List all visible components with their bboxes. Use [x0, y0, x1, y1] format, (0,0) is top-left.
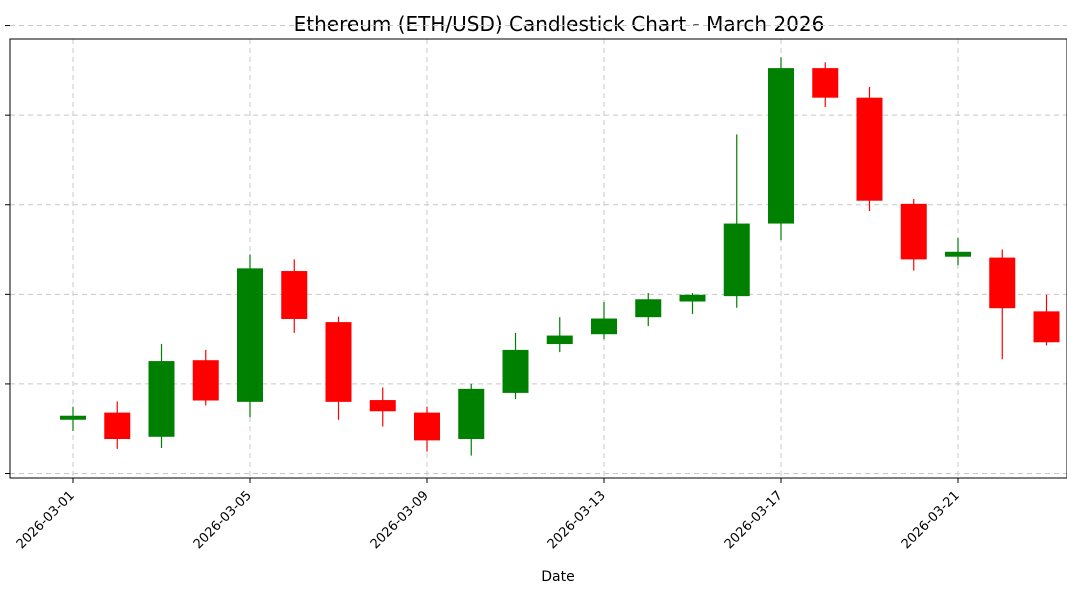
candle-body — [192, 360, 219, 401]
x-tick-label: 2026-03-13 — [545, 488, 609, 552]
candle — [104, 401, 131, 449]
candle — [679, 292, 706, 315]
x-axis-label: Date — [541, 569, 574, 585]
candle-body — [812, 68, 839, 98]
candle — [458, 383, 485, 456]
candle — [989, 249, 1016, 360]
x-tick-label: 2026-03-09 — [368, 488, 432, 552]
candle-body — [768, 68, 794, 224]
candle — [856, 86, 883, 212]
candle-body — [723, 223, 750, 297]
candle-body — [325, 322, 352, 402]
candle-body — [591, 318, 617, 335]
candle — [369, 387, 396, 427]
candle-body — [989, 257, 1016, 309]
x-tick-label: 2026-03-05 — [191, 488, 255, 552]
candle — [768, 57, 794, 241]
x-tick-label: 2026-03-01 — [14, 488, 78, 552]
candle-body — [148, 361, 175, 437]
candle — [591, 301, 617, 340]
chart-title: Ethereum (ETH/USD) Candlestick Chart - M… — [294, 12, 825, 36]
candle-body — [635, 299, 662, 318]
candle — [900, 198, 927, 271]
candle — [414, 406, 440, 452]
candle-body — [945, 251, 971, 257]
x-tick-label: 2026-03-21 — [899, 488, 963, 552]
candle — [60, 406, 86, 431]
candle — [502, 332, 529, 400]
candle-body — [1033, 311, 1060, 343]
candle — [325, 316, 352, 420]
candle — [635, 292, 662, 327]
candle-body — [104, 412, 131, 440]
candle-body — [856, 97, 883, 201]
candle-body — [900, 203, 927, 260]
candle — [1033, 294, 1060, 346]
candles — [60, 57, 1060, 456]
candle-body — [369, 400, 396, 412]
candle — [723, 134, 750, 308]
candle — [148, 344, 175, 448]
candle-body — [414, 412, 440, 441]
candle — [546, 317, 573, 353]
candle-body — [502, 349, 529, 393]
candle — [237, 254, 263, 418]
candle — [945, 237, 971, 266]
candle-body — [237, 268, 263, 402]
candle-body — [546, 335, 573, 345]
candle — [192, 349, 219, 406]
candle — [812, 62, 839, 108]
candle-body — [458, 388, 485, 440]
candle — [281, 259, 308, 333]
x-tick-label: 2026-03-17 — [722, 488, 786, 552]
candle-body — [679, 294, 706, 302]
candle-body — [281, 271, 308, 319]
plot-area-frame — [9, 38, 1067, 479]
candle-body — [60, 415, 86, 420]
